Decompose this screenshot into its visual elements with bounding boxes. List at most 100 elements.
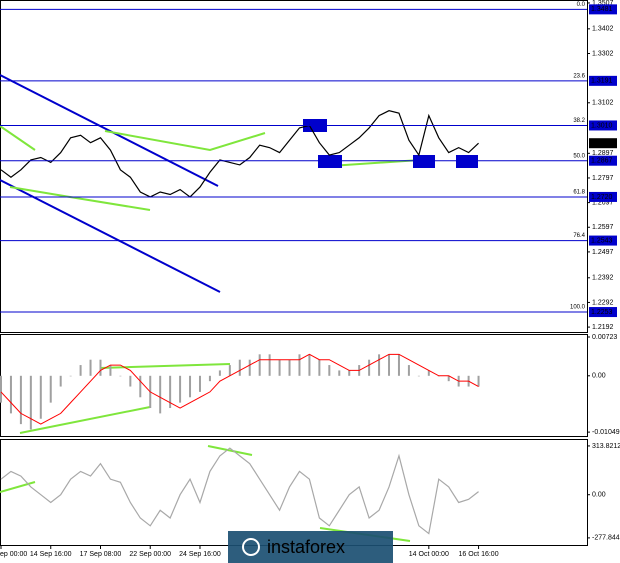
bar — [318, 359, 321, 376]
bar — [19, 375, 22, 425]
watermark-logo — [242, 538, 260, 556]
y-tick-label: 313.8212 — [592, 443, 620, 450]
level-label: 1.3191 — [591, 78, 613, 85]
channel-lines — [0, 74, 221, 293]
level-label-box — [589, 75, 617, 86]
level-label: 1.2867 — [591, 158, 613, 165]
divergence-line — [207, 445, 253, 456]
y-tick-label: -277.8446 — [592, 535, 620, 542]
bar — [407, 365, 410, 376]
level-name: 0.0 — [577, 2, 586, 8]
y-tick-label: 1.2392 — [592, 275, 614, 282]
level-label: 1.2543 — [591, 237, 613, 244]
bar — [208, 375, 211, 382]
series-line — [0, 447, 479, 535]
bar — [198, 375, 201, 392]
bar — [218, 370, 221, 376]
level-label-box — [589, 120, 617, 131]
y-tick-label: 1.3402 — [592, 26, 614, 33]
divergence-line — [19, 406, 151, 434]
level-name: 100.0 — [570, 305, 586, 311]
bar — [79, 365, 82, 376]
level-label-box — [589, 235, 617, 246]
bar — [417, 375, 420, 377]
divergence-line — [104, 130, 266, 152]
y-tick-label: 0.00723 — [592, 334, 617, 341]
divergence-line — [0, 481, 36, 493]
bar — [378, 354, 381, 376]
bar — [89, 359, 92, 376]
level-label-box — [589, 307, 617, 318]
signal-line — [0, 353, 479, 425]
x-tick-label: ep 00:00 — [0, 551, 27, 558]
bar — [69, 375, 72, 377]
y-tick-label: 1.2292 — [592, 299, 614, 306]
y-tick-label: 1.3302 — [592, 50, 614, 57]
level-name: 76.4 — [573, 233, 585, 239]
bar — [139, 375, 142, 398]
bar — [0, 375, 2, 403]
last-price-box — [589, 138, 617, 149]
level-label-box — [589, 191, 617, 202]
bar — [159, 375, 162, 414]
level-label: 1.3481 — [591, 6, 613, 13]
level-label: 1.3010 — [591, 122, 613, 129]
y-tick-label: 1.2192 — [592, 324, 614, 331]
zone-boxes — [303, 119, 478, 168]
bar — [248, 359, 251, 376]
bar — [328, 365, 331, 376]
divergence-line — [99, 363, 231, 369]
bar — [169, 375, 172, 409]
bar — [308, 354, 311, 376]
level-name: 61.8 — [573, 190, 585, 196]
bar — [268, 354, 271, 376]
divergence-line — [0, 125, 36, 151]
bar — [49, 375, 52, 403]
bar — [348, 370, 351, 376]
y-tick-label: 1.2697 — [592, 199, 614, 206]
level-label-box — [589, 4, 617, 15]
last-price-label: 1.2938 — [591, 140, 613, 147]
channel-line — [0, 74, 219, 187]
watermark-box — [228, 531, 393, 563]
y-tick-label: 0.00 — [592, 373, 606, 380]
bar — [298, 354, 301, 376]
level-label-box — [589, 155, 617, 166]
bar — [189, 375, 192, 398]
bar — [39, 375, 42, 419]
bar — [397, 354, 400, 376]
x-tick-label: 14 Oct 00:00 — [409, 551, 449, 558]
y-tick-label: 1.2797 — [592, 175, 614, 182]
bar — [338, 370, 341, 376]
y-tick-label: 1.2897 — [592, 150, 614, 157]
bar — [129, 375, 132, 387]
channel-line — [0, 179, 221, 293]
bar — [29, 375, 32, 430]
zone-box — [318, 155, 342, 168]
bar — [9, 375, 12, 414]
watermark: instaforex — [267, 537, 345, 557]
level-name: 50.0 — [573, 153, 585, 159]
x-tick-label: 17 Sep 08:00 — [80, 551, 122, 558]
bar — [228, 365, 231, 376]
level-label: 1.2253 — [591, 309, 613, 316]
bar — [278, 359, 281, 376]
y-tick-label: -0.01049 — [592, 429, 620, 436]
x-tick-label: 14 Sep 16:00 — [30, 551, 72, 558]
level-name: 38.2 — [573, 118, 585, 124]
zone-box — [456, 155, 478, 168]
x-tick-label: 22 Sep 00:00 — [129, 551, 171, 558]
bar — [427, 370, 430, 376]
y-tick-label: 1.3507 — [592, 0, 614, 7]
bar — [258, 354, 261, 376]
bar — [238, 359, 241, 376]
price-panel — [0, 0, 588, 333]
level-name: 23.6 — [573, 73, 585, 79]
bar — [288, 359, 291, 376]
x-tick-label: 16 Oct 16:00 — [459, 551, 499, 558]
bar — [99, 359, 102, 376]
bar — [119, 375, 122, 377]
bar — [59, 375, 62, 387]
